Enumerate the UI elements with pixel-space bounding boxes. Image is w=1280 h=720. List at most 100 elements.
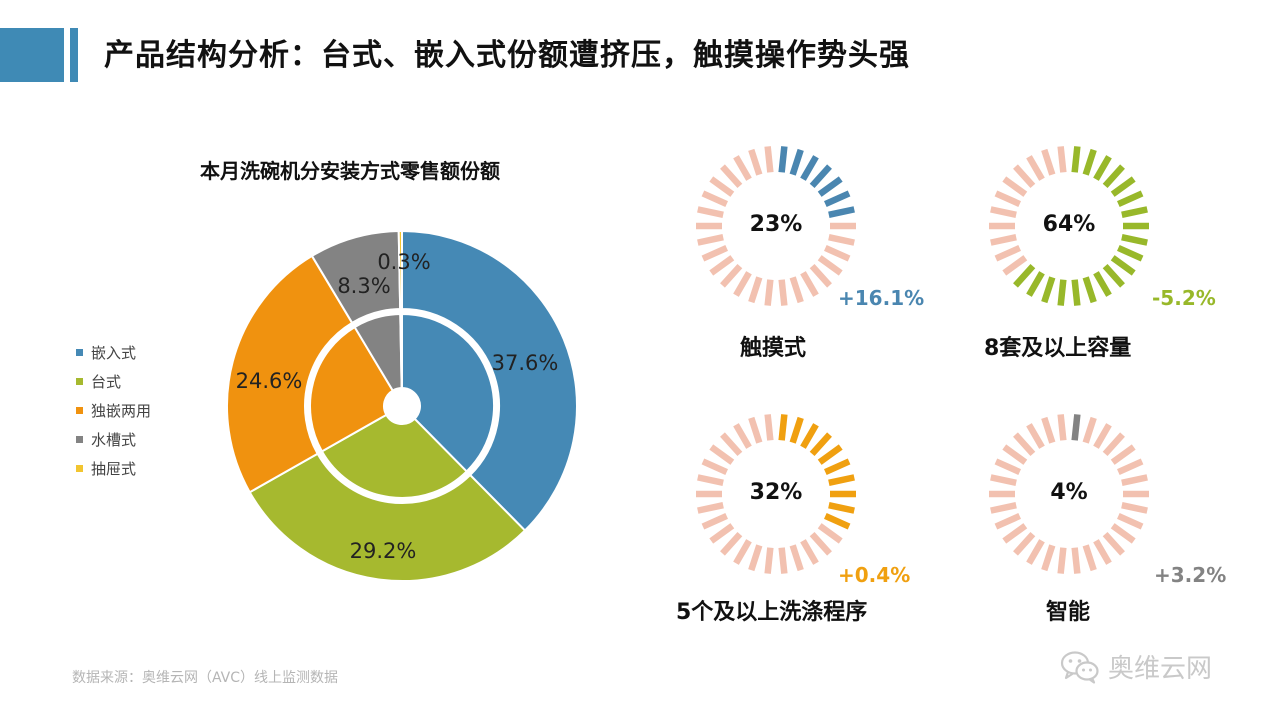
gauge-tick (817, 255, 843, 276)
gauge-tick (994, 244, 1021, 262)
donut-outer-slice (226, 254, 354, 494)
gauge-ring (696, 414, 856, 574)
gauge-tick (824, 190, 851, 208)
gauge-capacity: 64% (987, 144, 1151, 308)
gauge-tick (800, 271, 819, 297)
gauge-tick (1041, 148, 1056, 176)
legend-label: 独嵌两用 (91, 402, 152, 420)
gauge-tick (701, 244, 728, 262)
gauge-tick (800, 539, 819, 565)
gauge-tick (824, 458, 851, 476)
gauge-tick (748, 544, 763, 572)
gauge-tick (778, 279, 788, 306)
gauge-tick (789, 148, 804, 176)
gauge-change: +3.2% (1154, 563, 1227, 587)
donut-data-label: 8.3% (337, 274, 390, 298)
gauge-tick (748, 416, 763, 444)
gauge-tick (1102, 164, 1125, 189)
gauge-percent: 23% (749, 212, 803, 237)
gauge-tick (1057, 146, 1067, 173)
gauge-tick (1121, 206, 1148, 218)
gauge-tick (1110, 255, 1136, 276)
gauge-change: +0.4% (838, 563, 911, 587)
gauge-tick (800, 155, 819, 181)
gauge-label: 5个及以上洗涤程序 (676, 600, 868, 625)
gauge-tick (1093, 271, 1112, 297)
donut-inner-slice (401, 312, 495, 473)
gauge-tick (733, 423, 752, 449)
gauge-tick (1041, 276, 1056, 304)
gauge-tick (1121, 502, 1148, 514)
gauge-label: 8套及以上容量 (984, 336, 1132, 361)
legend-label: 嵌入式 (91, 344, 137, 362)
legend-label: 台式 (91, 373, 122, 391)
gauge-tick (1102, 263, 1125, 288)
gauge-tick (697, 206, 724, 218)
gauge-tick (1071, 279, 1081, 306)
gauge-tick (809, 164, 832, 189)
gauge-tick (1121, 474, 1148, 486)
wechat-icon (1060, 650, 1099, 684)
title-accent-bar (70, 28, 78, 82)
gauge-tick (1082, 276, 1097, 304)
gauge-tick (1071, 146, 1081, 173)
gauge-tick (1121, 234, 1148, 246)
gauge-tick (828, 234, 855, 246)
gauge-tick (1110, 523, 1136, 544)
gauge-tick (1057, 547, 1067, 574)
donut-data-label: 0.3% (377, 250, 430, 274)
gauge-percent: 4% (1050, 480, 1088, 505)
gauge-tick (1013, 164, 1036, 189)
gauge-tick (701, 458, 728, 476)
gauge-tick (1117, 244, 1144, 262)
gauge-programs: 32% (694, 412, 858, 576)
gauge-tick (817, 444, 843, 465)
gauge-tick (701, 190, 728, 208)
gauge-tick (709, 444, 735, 465)
legend-item: 水槽式 (76, 425, 151, 454)
gauge-tick (817, 176, 843, 197)
gauge-tick (720, 531, 743, 556)
gauge-tick (1057, 279, 1067, 306)
gauge-tick (824, 244, 851, 262)
gauge-tick (809, 263, 832, 288)
gauge-tick (809, 432, 832, 457)
gauge-tick (1102, 531, 1125, 556)
gauge-tick (1071, 414, 1081, 441)
gauge-tick (1117, 190, 1144, 208)
gauge-tick (1093, 155, 1112, 181)
gauge-tick (748, 276, 763, 304)
gauge-tick (697, 502, 724, 514)
donut-outer-slice (248, 452, 527, 582)
gauge-tick (994, 190, 1021, 208)
gauge-tick (720, 164, 743, 189)
gauge-tick (789, 276, 804, 304)
gauge-label: 智能 (1046, 600, 1091, 625)
legend-swatch (76, 349, 83, 356)
donut-inner-slice (309, 325, 395, 453)
gauge-tick (994, 458, 1021, 476)
gauge-tick (1082, 148, 1097, 176)
gauge-smart: 4% (987, 412, 1151, 576)
legend-swatch (76, 407, 83, 414)
gauge-tick (1041, 544, 1056, 572)
gauge-tick (1026, 271, 1045, 297)
gauge-tick (1013, 432, 1036, 457)
gauge-ring (989, 414, 1149, 574)
gauge-tick (990, 502, 1017, 514)
gauge-tick (1026, 423, 1045, 449)
gauge-tick (1093, 423, 1112, 449)
donut-data-label: 29.2% (350, 539, 417, 563)
gauge-tick (809, 531, 832, 556)
gauge-tick (994, 512, 1021, 530)
gauge-tick (709, 523, 735, 544)
gauge-tick (701, 512, 728, 530)
gauge-change: +16.1% (838, 286, 925, 310)
data-source-note: 数据来源：奥维云网（AVC）线上监测数据 (72, 670, 339, 686)
donut-outer-slice (397, 229, 403, 311)
donut-inner-slice (399, 312, 403, 390)
donut-data-label: 37.6% (492, 351, 559, 375)
gauge-tick (828, 206, 855, 218)
legend-label: 水槽式 (91, 431, 137, 449)
